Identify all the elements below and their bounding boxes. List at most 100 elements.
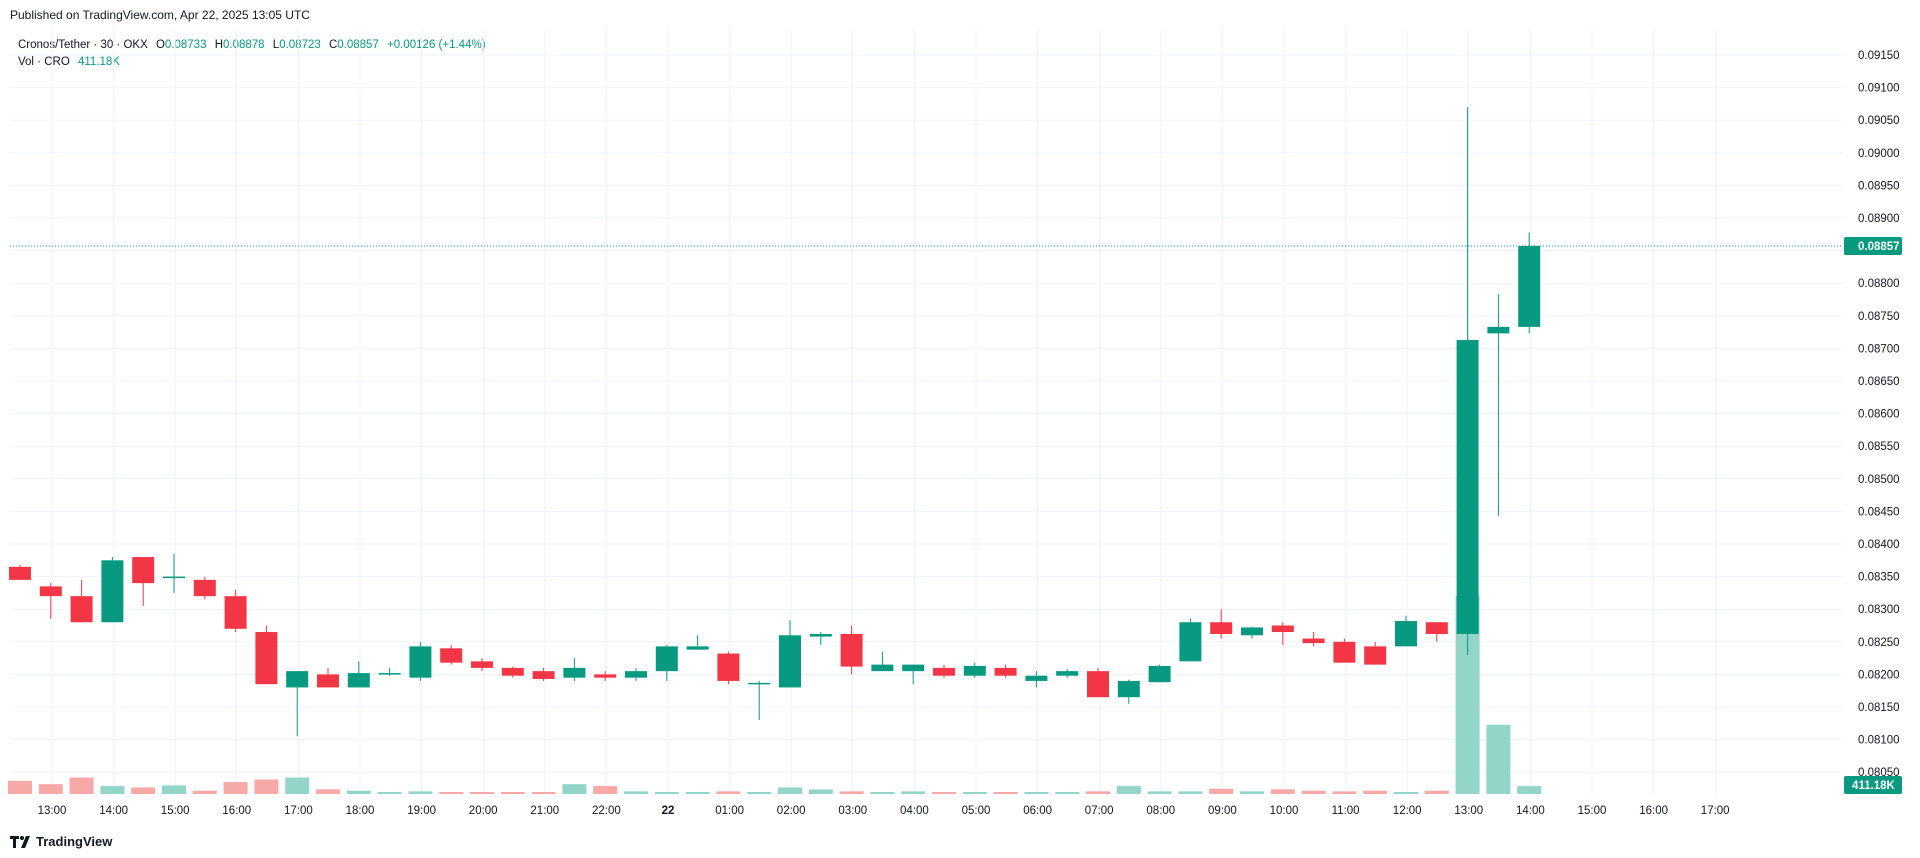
volume-bar [69,777,94,794]
candle-body [963,665,986,676]
candlestick-chart[interactable]: 0.09150 0.09100 0.09050 0.09000 0.08950 0.089… [0,0,1920,830]
candle-body [625,671,647,678]
price-tick-label: 0.09000 [1858,148,1900,160]
candle-body [1241,627,1263,636]
volume-bar [993,792,1018,794]
volume-bar [932,792,956,794]
candle-body [1087,671,1109,698]
volume-bar [8,780,32,794]
price-tick-label: 0.08100 [1858,735,1900,747]
last-price-badge [1844,237,1902,256]
volume-label: Vol · CRO [18,56,70,68]
time-tick-label: 20:00 [469,805,498,817]
candle-body [902,664,925,672]
last-volume-badge [1844,776,1902,794]
open-label: O [155,39,165,51]
candle-body [1210,622,1233,634]
time-tick-label: 19:00 [407,805,436,817]
close-value: 0.08857 [337,39,379,51]
time-tick-label: 05:00 [962,805,991,817]
price-tick-label: 0.08150 [1858,702,1900,714]
time-tick-label: 04:00 [900,805,929,817]
volume-bar [1332,791,1357,794]
time-tick-label: 21:00 [530,805,559,817]
published-caption: Published on TradingView.com, Apr 22, 20… [10,8,310,22]
volume-bar [1394,792,1418,794]
price-tick-label: 0.08800 [1858,278,1900,290]
time-tick-label: 22:00 [592,805,621,817]
high-label: H [214,39,223,51]
candle-body [1117,680,1140,698]
candle-body [871,664,894,672]
candle-body [717,653,740,681]
time-tick-label: 14:00 [1516,805,1545,817]
volume-bar [1270,789,1295,794]
volume-bar [901,791,926,794]
price-tick-label: 0.08600 [1858,409,1900,421]
candle-body [1271,625,1294,633]
time-tick-label: 16:00 [222,805,251,817]
time-tick-label: 16:00 [1639,805,1668,817]
volume-bar [254,779,279,794]
volume-bar [1178,791,1203,794]
candle-body [1395,620,1417,647]
volume-bar [1486,724,1511,794]
price-tick-label: 0.08550 [1858,441,1900,453]
volume-bar [808,789,833,794]
candle-body [1025,675,1048,681]
candle-body [748,682,771,685]
volume-bar [1086,791,1110,794]
ohlc-row: Cronos/Tether · 30 · OKX O0.08733 H0.088… [18,37,486,54]
price-tick-label: 0.08350 [1858,572,1900,584]
volume-row: Vol · CRO 411.18K [18,54,486,71]
time-tick-label: 10:00 [1270,805,1299,817]
candle-body [686,646,709,650]
price-tick-label: 0.08950 [1858,180,1900,192]
volume-bar [1209,788,1234,794]
candle-body [594,674,617,678]
time-tick-label: 03:00 [838,805,867,817]
time-tick-label: 17:00 [284,805,313,817]
time-tick-label: 09:00 [1208,805,1237,817]
candle-body [563,667,586,678]
volume-bar [839,791,864,794]
price-tick-label: 0.08300 [1858,604,1900,616]
candle-body [1333,641,1356,663]
time-tick-label: 02:00 [777,805,806,817]
time-tick-label: 15:00 [1578,805,1607,817]
candle-body [9,566,31,580]
symbol-label: Cronos/Tether · 30 · OKX [18,39,148,51]
candle-body [347,673,370,688]
time-tick-label: 01:00 [715,805,744,817]
time-tick-label: 12:00 [1393,805,1422,817]
volume-bar [1301,790,1326,794]
change-value: +0.00126 (+1.44%) [387,39,486,51]
price-tick-label: 0.08200 [1858,669,1900,681]
price-tick-label: 0.08900 [1858,213,1900,225]
price-tick-label: 0.08650 [1858,376,1900,388]
candle-body [471,661,493,668]
time-tick-label: 15:00 [161,805,190,817]
volume-bar [1363,790,1388,794]
candle-body [1364,646,1387,665]
volume-bar [1024,792,1049,794]
candle-body [1148,665,1171,683]
volume-bar [316,789,340,794]
candle-body [39,586,62,597]
volume-value: 411.18K [77,56,120,68]
candle-body [101,560,124,623]
volume-bar [593,786,618,794]
candle-body [501,667,524,676]
time-tick-label: 18:00 [346,805,375,817]
volume-bar [1055,792,1080,794]
volume-bar [747,792,772,794]
candle-body [655,646,678,672]
candle-body [1425,622,1448,634]
tradingview-logo[interactable]: TradingView [10,834,112,849]
volume-bar [500,792,525,794]
candle-body [378,673,401,675]
time-tick-label: 13:00 [1454,805,1483,817]
volume-bar [562,784,587,794]
candle-body [1456,339,1479,634]
price-tick-label: 0.08700 [1858,343,1900,355]
